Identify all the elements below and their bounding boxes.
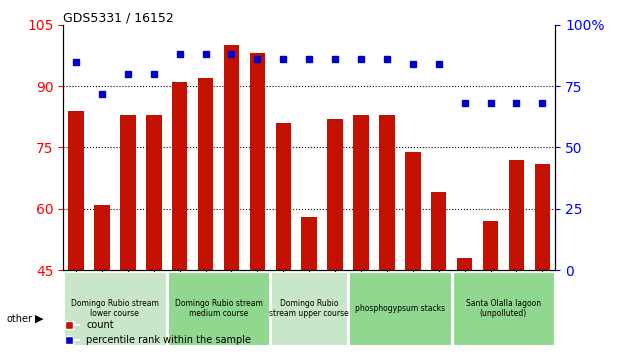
Text: GDS5331 / 16152: GDS5331 / 16152 — [63, 12, 174, 25]
Legend: count, percentile rank within the sample: count, percentile rank within the sample — [56, 316, 256, 349]
Bar — [120, 115, 136, 354]
Bar — [509, 160, 524, 354]
Bar — [224, 45, 239, 354]
Bar — [271, 272, 347, 346]
Text: Domingo Rubio stream
lower course: Domingo Rubio stream lower course — [71, 299, 159, 318]
Bar — [64, 272, 166, 346]
Bar — [431, 193, 447, 354]
Bar — [457, 258, 473, 354]
Bar — [483, 221, 498, 354]
Bar — [405, 152, 421, 354]
Bar — [198, 78, 213, 354]
Bar — [353, 115, 369, 354]
Text: Domingo Rubio stream
medium course: Domingo Rubio stream medium course — [175, 299, 262, 318]
Text: Santa Olalla lagoon
(unpolluted): Santa Olalla lagoon (unpolluted) — [466, 299, 541, 318]
Bar — [146, 115, 162, 354]
Bar — [534, 164, 550, 354]
Bar — [327, 119, 343, 354]
Bar — [168, 272, 269, 346]
Bar — [302, 217, 317, 354]
Text: Domingo Rubio
stream upper course: Domingo Rubio stream upper course — [269, 299, 349, 318]
Text: ▶: ▶ — [35, 314, 43, 324]
Bar — [68, 111, 84, 354]
Bar — [379, 115, 394, 354]
Text: phosphogypsum stacks: phosphogypsum stacks — [355, 304, 445, 313]
Text: other: other — [6, 314, 32, 324]
Bar — [94, 205, 110, 354]
Bar — [276, 123, 291, 354]
Bar — [349, 272, 451, 346]
Bar — [172, 82, 187, 354]
Bar — [452, 272, 554, 346]
Bar — [250, 53, 265, 354]
